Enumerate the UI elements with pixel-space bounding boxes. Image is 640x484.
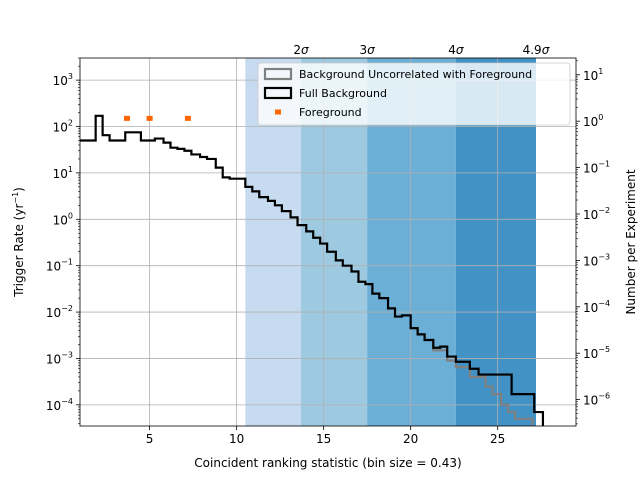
x-tick-label-5: 25: [490, 432, 505, 446]
y-right-tick-label-5: 10−2: [583, 206, 610, 222]
y-left-tick-label-8: 103: [53, 72, 73, 88]
x-tick-label-2: 10: [229, 432, 244, 446]
legend-label-3: Foreground: [299, 106, 362, 119]
legend-swatch-2: [263, 86, 293, 100]
y-right-tick-label-6: 10−1: [583, 160, 610, 176]
y-axis-label-left: Trigger Rate (yr−1): [11, 187, 26, 298]
y-right-tick-label-2: 10−5: [583, 345, 610, 361]
series-layer: [80, 114, 545, 426]
y-axis-label-right: Number per Experiment: [624, 169, 638, 314]
axes: 5 10 15 20 25 10−4 10−3 10−2 10−1 100 101 102 103 10−…: [46, 57, 610, 446]
x-tick-label-3: 15: [316, 432, 331, 446]
foreground-point-1: [123, 115, 130, 121]
y-right-tick-label-4: 10−3: [583, 252, 610, 268]
y-left-tick-label-1: 10−4: [46, 397, 73, 413]
legend-label-1: Background Uncorrelated with Foreground: [299, 68, 532, 81]
full-background-step: [80, 114, 545, 426]
y-left-tick-label-2: 10−3: [46, 350, 73, 366]
grid: [80, 58, 576, 426]
legend-box: [257, 62, 571, 126]
sigma-label-4: 4.9σ: [523, 43, 550, 57]
y-right-tick-label-7: 100: [583, 113, 603, 129]
y-left-tick-label-4: 10−1: [46, 258, 73, 274]
y-left-tick-label-3: 10−2: [46, 304, 73, 320]
y-right-tick-label-8: 101: [583, 67, 603, 83]
sigma-label-1: 2σ: [293, 43, 309, 57]
foreground-point-2: [146, 115, 153, 121]
y-right-tick-label-1: 10−6: [583, 392, 610, 408]
y-right-tick-label-3: 10−4: [583, 299, 610, 315]
x-axis-label: Coincident ranking statistic (bin size =…: [194, 456, 461, 470]
y-axis-label-left-close: ): [12, 187, 26, 192]
x-tick-label-4: 20: [403, 432, 418, 446]
sigma-label-2: 3σ: [360, 43, 376, 57]
plot-frame: [79, 57, 577, 427]
y-left-tick-label-7: 102: [53, 119, 73, 135]
y-left-tick-label-6: 101: [53, 165, 73, 181]
legend-label-2: Full Background: [299, 87, 387, 100]
y-left-tick-label-5: 100: [53, 211, 73, 227]
sigma-label-3: 4σ: [448, 43, 464, 57]
foreground-point-3: [184, 115, 191, 121]
legend-swatch-1: [263, 67, 293, 81]
legend: Background Uncorrelated with Foreground F…: [257, 62, 571, 126]
legend-swatch-3: [275, 109, 281, 115]
y-axis-label-left-exponent: −1: [11, 192, 20, 204]
y-axis-label-left-text: Trigger Rate (yr: [12, 204, 26, 298]
x-tick-label-1: 5: [146, 432, 154, 446]
